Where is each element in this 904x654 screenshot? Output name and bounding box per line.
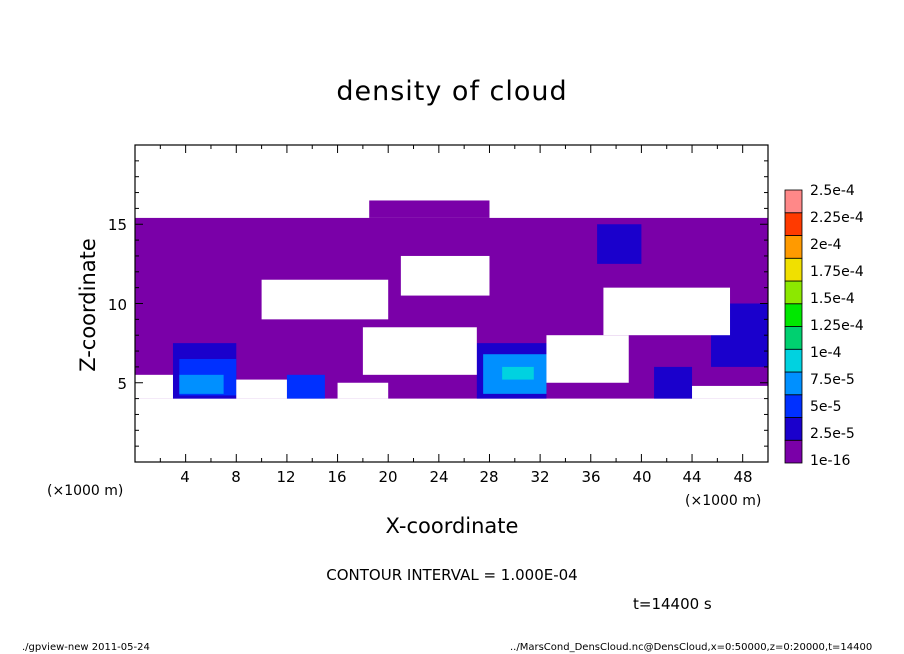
colorbar-swatch (784, 394, 803, 418)
colorbar-label: 1e-16 (810, 453, 851, 469)
colorbar-swatch (784, 189, 803, 214)
colorbar-label: 5e-5 (810, 399, 842, 415)
density-region (179, 374, 224, 394)
colorbar-label: 2e-4 (810, 237, 842, 253)
x-tick-label: 40 (632, 468, 652, 486)
colorbar-label: 1.5e-4 (810, 291, 855, 307)
colorbar-label: 1.75e-4 (810, 264, 864, 280)
density-region (286, 374, 325, 399)
colorbar-swatch (784, 439, 803, 464)
colorbar-swatch (784, 371, 803, 396)
empty-region (692, 385, 768, 399)
colorbar-swatch (784, 235, 803, 259)
x-tick-label: 16 (327, 468, 347, 486)
colorbar-swatch (784, 303, 803, 327)
colorbar-label: 2.5e-5 (810, 426, 855, 442)
y-tick-label: 5 (117, 375, 127, 393)
x-tick-label: 4 (180, 468, 190, 486)
y-tick-label: 15 (107, 216, 127, 234)
footer-right: ../MarsCond_DensCloud.nc@DensCloud,x=0:5… (510, 642, 873, 653)
empty-region (135, 374, 173, 399)
x-tick-label: 36 (581, 468, 601, 486)
x-tick-label: 28 (479, 468, 499, 486)
footer-left: ./gpview-new 2011-05-24 (22, 642, 150, 653)
x-tick-label: 8 (231, 468, 241, 486)
time-stamp: t=14400 s (633, 595, 712, 613)
colorbar-swatch (784, 348, 803, 373)
plot-area (134, 144, 769, 463)
colorbar-label: 2.5e-4 (810, 183, 855, 199)
colorbar-label: 1.25e-4 (810, 318, 864, 334)
x-tick-label: 20 (378, 468, 398, 486)
y-tick-label: 10 (107, 296, 127, 314)
x-unit-label: (×1000 m) (685, 493, 762, 509)
empty-region (546, 335, 629, 383)
empty-region (400, 255, 490, 296)
colorbar-label: 1e-4 (810, 345, 842, 361)
colorbar-label: 7.5e-5 (810, 372, 855, 388)
empty-region (236, 379, 287, 399)
empty-region (261, 279, 389, 320)
x-tick-label: 12 (276, 468, 296, 486)
colorbar-swatch (784, 417, 803, 441)
x-tick-label: 24 (429, 468, 449, 486)
y-unit-label: (×1000 m) (47, 483, 124, 499)
density-region (369, 200, 490, 218)
empty-region (337, 382, 389, 399)
colorbar (784, 189, 803, 464)
colorbar-swatch (784, 212, 803, 236)
empty-region (362, 327, 477, 375)
density-region (502, 366, 534, 380)
x-tick-label: 48 (733, 468, 753, 486)
colorbar-swatch (784, 280, 803, 305)
colorbar-label: 2.25e-4 (810, 210, 864, 226)
colorbar-swatch (784, 326, 803, 350)
contour-interval-text: CONTOUR INTERVAL = 1.000E-04 (326, 566, 578, 584)
colorbar-swatch (784, 257, 803, 282)
x-tick-label: 44 (682, 468, 702, 486)
x-tick-label: 32 (530, 468, 550, 486)
empty-region (603, 287, 731, 336)
density-region (597, 224, 642, 264)
chart-title: density of cloud (336, 76, 568, 107)
x-axis-label: X-coordinate (385, 514, 519, 538)
y-axis-label: Z-coordinate (76, 238, 100, 372)
density-region (654, 366, 693, 399)
